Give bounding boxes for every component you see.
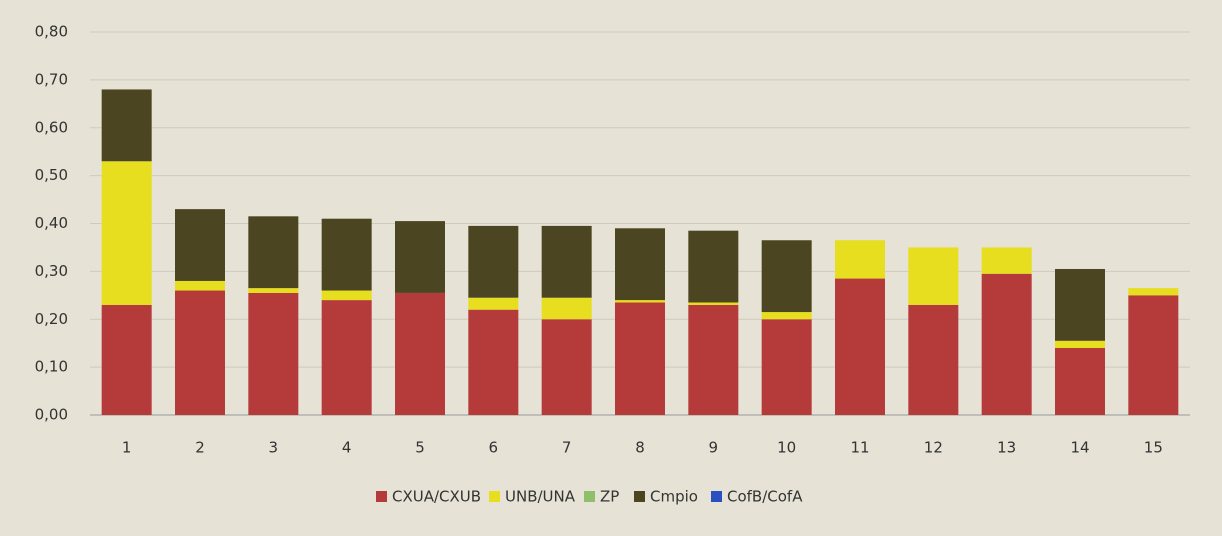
legend-label: CXUA/CXUB	[392, 488, 481, 506]
legend-swatch	[711, 491, 722, 502]
bar-segment	[468, 309, 519, 415]
bar-segment	[688, 230, 739, 303]
bar-segment	[395, 292, 445, 415]
bar-segment	[248, 288, 299, 293]
y-tick-label: 0,30	[35, 262, 68, 280]
x-tick-label: 10	[777, 439, 796, 457]
bar-segment	[688, 302, 739, 305]
bar-segment	[395, 221, 445, 293]
bar-segment	[835, 240, 885, 279]
bar-segment	[908, 247, 959, 305]
legend-swatch	[584, 491, 595, 502]
x-tick-label: 12	[924, 439, 943, 457]
bar-segment	[1055, 268, 1105, 341]
x-tick-label: 15	[1144, 439, 1163, 457]
y-tick-label: 0,10	[35, 358, 68, 376]
x-tick-label: 5	[415, 439, 425, 457]
x-tick-label: 14	[1070, 439, 1089, 457]
bar-segment	[541, 319, 592, 415]
bar-segment	[468, 297, 519, 310]
x-tick-label: 8	[635, 439, 645, 457]
legend-label: ZP	[600, 488, 619, 506]
bar-segment	[321, 290, 372, 301]
bar-segment	[1128, 295, 1179, 415]
x-tick-label: 2	[195, 439, 205, 457]
legend-label: Cmpio	[650, 488, 698, 506]
bar-segment	[175, 290, 225, 415]
x-tick-label: 13	[997, 439, 1016, 457]
bar-segment	[615, 228, 665, 301]
bar-segment	[908, 304, 959, 415]
y-tick-label: 0,80	[35, 23, 68, 41]
x-tick-label: 3	[269, 439, 279, 457]
bar-segment	[981, 247, 1032, 274]
bar-segment	[1128, 288, 1179, 296]
bar-segment	[1055, 340, 1105, 348]
bar-segment	[175, 209, 225, 281]
bar-segment	[248, 292, 299, 415]
bar-segment	[101, 161, 152, 305]
x-tick-label: 6	[489, 439, 499, 457]
bar-segment	[248, 216, 299, 289]
bar-segment	[981, 273, 1032, 415]
y-tick-label: 0,20	[35, 310, 68, 328]
bar-segment	[321, 300, 372, 415]
legend-label: CofB/CofA	[727, 488, 803, 506]
legend-swatch	[634, 491, 645, 502]
bar-segment	[175, 280, 225, 291]
x-tick-label: 1	[122, 439, 132, 457]
x-tick-label: 11	[850, 439, 869, 457]
bar-segment	[688, 304, 739, 415]
bar-segment	[761, 319, 812, 415]
bar-segment	[761, 240, 812, 313]
bar-segment	[101, 89, 152, 162]
y-tick-label: 0,60	[35, 118, 68, 136]
y-tick-label: 0,70	[35, 70, 68, 88]
bar-segment	[541, 225, 592, 298]
x-tick-label: 7	[562, 439, 572, 457]
y-tick-label: 0,00	[35, 406, 68, 424]
bar-segment	[541, 297, 592, 320]
y-tick-label: 0,40	[35, 214, 68, 232]
bar-segment	[101, 304, 152, 415]
legend-label: UNB/UNA	[505, 488, 576, 506]
bar-segment	[615, 300, 665, 303]
bar-segment	[1055, 347, 1105, 415]
x-tick-label: 9	[709, 439, 719, 457]
bar-segment	[835, 278, 885, 415]
legend-swatch	[376, 491, 387, 502]
bar-segment	[468, 225, 519, 298]
bar-segment	[761, 312, 812, 320]
bar-segment	[615, 302, 665, 415]
bar-segment	[321, 218, 372, 291]
legend-swatch	[489, 491, 500, 502]
x-tick-label: 4	[342, 439, 352, 457]
y-tick-label: 0,50	[35, 166, 68, 184]
